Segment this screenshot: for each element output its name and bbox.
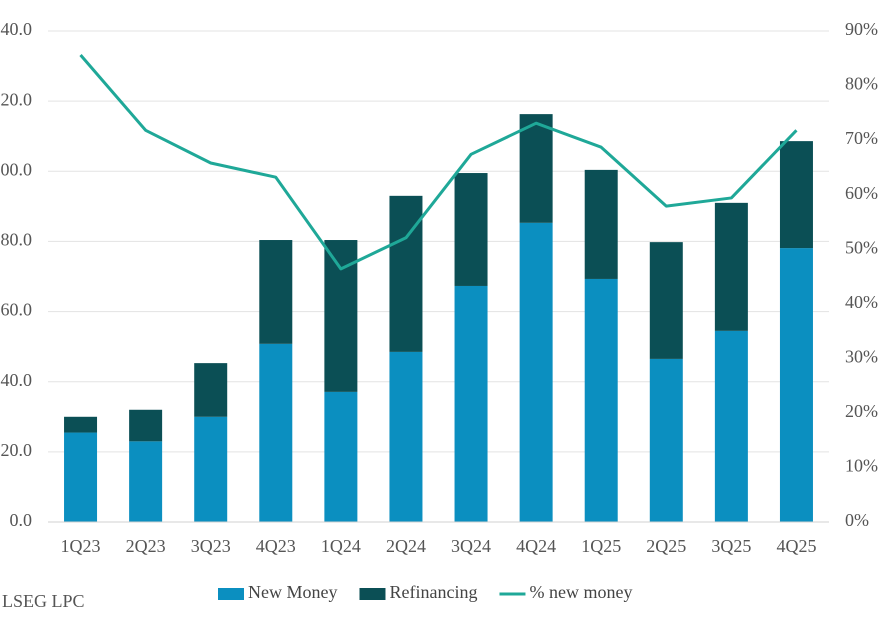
y-tick-label: 120.0 bbox=[0, 89, 32, 109]
bar-segment bbox=[519, 222, 553, 523]
legend-label: Refinancing bbox=[389, 582, 477, 602]
x-tick-label: 1Q24 bbox=[321, 536, 361, 556]
y2-tick-label: 0% bbox=[845, 510, 869, 530]
bar-segment bbox=[194, 363, 228, 417]
bar-segment bbox=[64, 416, 98, 433]
bar-segment bbox=[259, 240, 293, 344]
y-tick-label: 0.0 bbox=[10, 510, 33, 530]
x-tick-label: 2Q23 bbox=[126, 536, 166, 556]
y-tick-label: 20.0 bbox=[1, 440, 33, 460]
y2-tick-label: 70% bbox=[845, 128, 878, 148]
bar-segment bbox=[454, 285, 488, 522]
bar-segment bbox=[129, 409, 163, 442]
bar-segment bbox=[454, 173, 488, 286]
y2-tick-label: 20% bbox=[845, 401, 878, 421]
bar-segment bbox=[194, 416, 228, 522]
legend-label: New Money bbox=[248, 582, 337, 602]
line-series bbox=[79, 54, 798, 271]
bar-segment bbox=[129, 441, 163, 522]
bar-segment bbox=[259, 343, 293, 522]
y-tick-label: 100.0 bbox=[0, 159, 32, 179]
x-tick-label: 3Q25 bbox=[711, 536, 751, 556]
x-tick-label: 3Q24 bbox=[451, 536, 491, 556]
y2-tick-label: 50% bbox=[845, 237, 878, 257]
y2-tick-label: 10% bbox=[845, 456, 878, 476]
bar-segment bbox=[324, 240, 358, 392]
y2-tick-label: 30% bbox=[845, 346, 878, 366]
bar-segment bbox=[584, 169, 618, 279]
x-tick-label: 4Q23 bbox=[256, 536, 296, 556]
bar-segment bbox=[584, 278, 618, 522]
bar-segment bbox=[714, 202, 748, 331]
y2-tick-label: 40% bbox=[845, 292, 878, 312]
y-tick-label: 40.0 bbox=[1, 370, 33, 390]
x-tick-label: 4Q24 bbox=[516, 536, 556, 556]
legend-swatch bbox=[218, 588, 244, 600]
bar-segment bbox=[389, 195, 423, 352]
x-tick-label: 1Q25 bbox=[581, 536, 621, 556]
y2-tick-label: 90% bbox=[845, 19, 878, 39]
bar-segment bbox=[649, 358, 683, 522]
x-tick-label: 3Q23 bbox=[191, 536, 231, 556]
y-tick-label: 80.0 bbox=[1, 230, 33, 250]
legend-swatch bbox=[359, 588, 386, 600]
y-tick-label: 60.0 bbox=[1, 300, 33, 320]
bar-segment bbox=[519, 114, 553, 223]
y2-tick-label: 60% bbox=[845, 183, 878, 203]
bar-segment bbox=[714, 330, 748, 522]
x-tick-label: 1Q23 bbox=[61, 536, 101, 556]
y-tick-label: 140.0 bbox=[0, 19, 32, 39]
y2-tick-label: 80% bbox=[845, 74, 878, 94]
x-tick-label: 2Q25 bbox=[646, 536, 686, 556]
legend: New Money Refinancing % new money bbox=[218, 582, 632, 602]
bar-segment bbox=[649, 242, 683, 359]
bar-segment bbox=[324, 391, 358, 522]
source: LSEG LPC bbox=[2, 591, 85, 611]
bar-segment bbox=[779, 248, 813, 522]
bar-segment bbox=[779, 141, 813, 249]
bar-segment bbox=[389, 351, 423, 522]
bar-segment bbox=[64, 432, 98, 522]
legend-label: % new money bbox=[529, 582, 632, 602]
x-tick-label: 2Q24 bbox=[386, 536, 426, 556]
x-tick-label: 4Q25 bbox=[776, 536, 816, 556]
